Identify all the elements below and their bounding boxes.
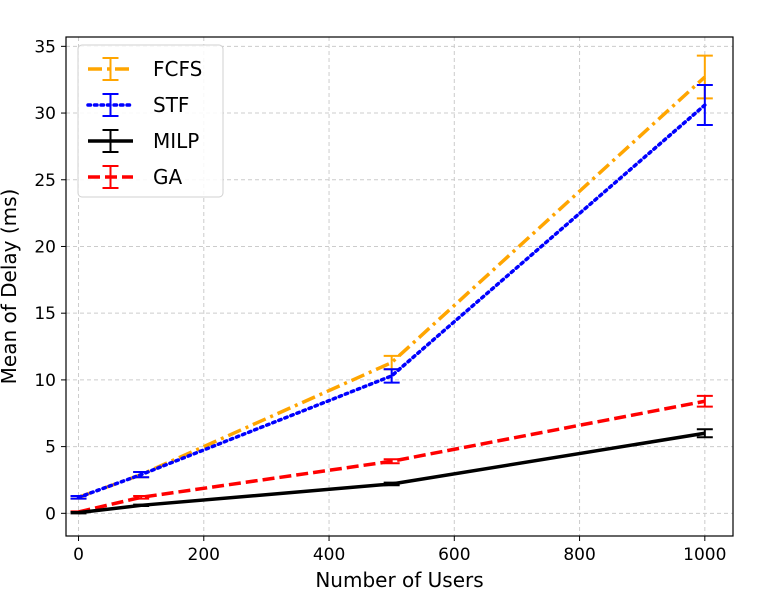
plot-frame [65,36,734,537]
legend-label-milp: MILP [153,129,199,153]
error-bar-milp [70,510,87,515]
ticks: 0 200 400 600 800 1000 0 5 10 15 20 25 30 35 [34,37,726,565]
y-tick-label: 20 [34,237,56,257]
series-layer [70,54,713,515]
series-line-ga [78,399,706,514]
legend-label-ga: GA [153,165,182,189]
y-tick-label: 5 [45,438,56,458]
x-tick-label: 200 [188,545,220,565]
y-tick-label: 0 [45,504,56,524]
error-bar-ga [696,394,713,408]
y-tick-label: 35 [34,37,56,57]
error-bar-stf [70,494,87,500]
error-bar-milp [383,481,400,487]
x-tick-label: 0 [73,545,84,565]
x-axis-title: Number of Users [315,568,483,592]
x-tick-label: 800 [563,545,595,565]
error-bar-milp [696,428,713,439]
error-bar-ga [133,494,150,500]
legend: FCFS STF MILP GA [77,44,224,198]
legend-item-ga: GA [88,165,182,189]
series-line-stf [76,103,707,500]
series-milp [70,428,713,515]
legend-item-stf: STF [86,93,189,117]
y-tick-label: 25 [34,171,56,191]
legend-item-fcfs: FCFS [88,57,202,81]
x-tick-label: 1000 [683,545,726,565]
legend-box [77,44,224,198]
legend-label-stf: STF [153,93,189,117]
y-tick-label: 10 [34,371,56,391]
error-bar-stf [696,84,713,127]
series-stf [70,84,713,500]
series-line-milp [78,431,706,515]
y-axis-title: Mean of Delay (ms) [0,189,21,385]
error-bar-stf [383,368,400,384]
error-bar-stf [133,470,150,479]
x-tick-label: 600 [438,545,470,565]
y-tick-label: 15 [34,304,56,324]
y-tick-label: 30 [34,104,56,124]
error-bar-ga [383,458,400,465]
x-tick-label: 400 [313,545,345,565]
error-bar-milp [133,503,150,507]
series-ga [70,394,713,514]
legend-item-milp: MILP [88,129,199,153]
error-bar-fcfs [383,354,400,371]
legend-label-fcfs: FCFS [153,57,202,81]
